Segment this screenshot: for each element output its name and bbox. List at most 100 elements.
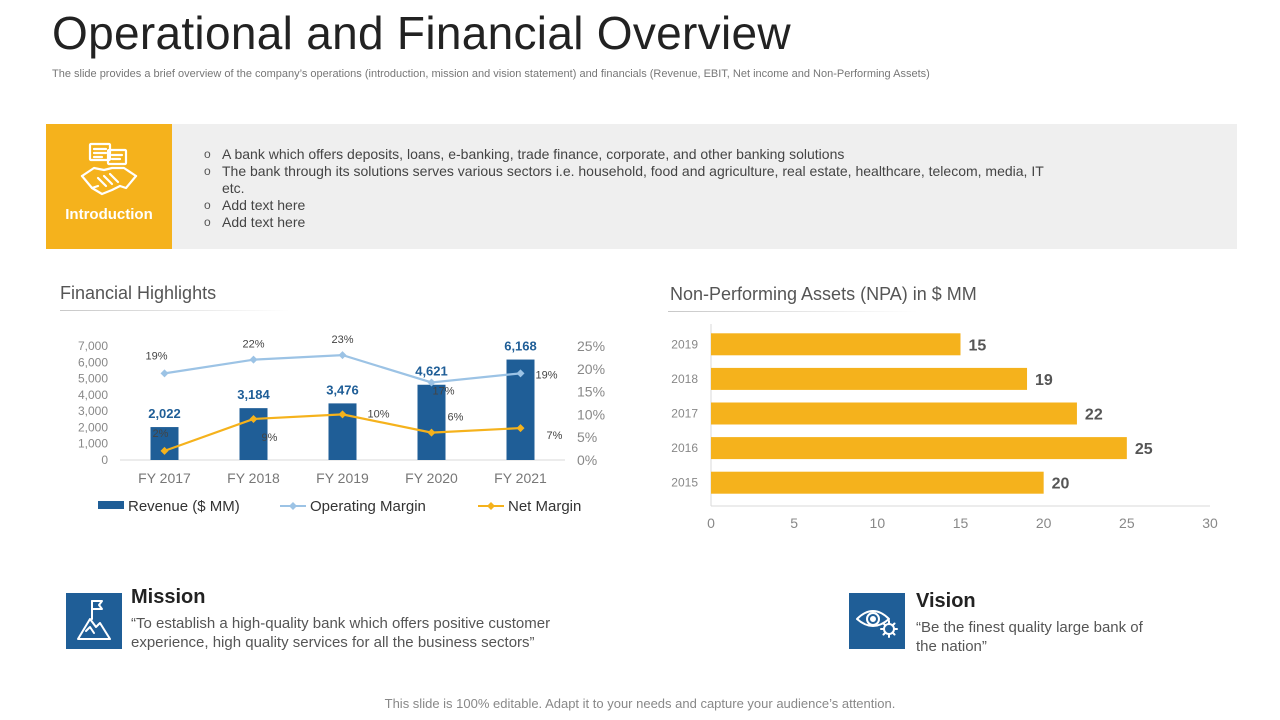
financial-highlights-chart: 0 1,000 2,000 3,000 4,000 5,000 6,000 7,000 0% 5%… <box>78 334 605 515</box>
operating-margin-label: 19% <box>145 350 167 362</box>
page-title: Operational and Financial Overview <box>52 7 791 59</box>
y-tick-label: 0 <box>101 453 108 467</box>
introduction-label: Introduction <box>65 206 153 223</box>
intro-bullet: Add text here <box>204 214 1064 231</box>
x-tick-label: FY 2021 <box>494 470 547 486</box>
npa-year-label: 2015 <box>671 476 698 490</box>
footer-note: This slide is 100% editable. Adapt it to… <box>384 696 896 711</box>
operating-margin-line <box>164 354 521 384</box>
npa-bar <box>711 437 1127 460</box>
npa-title: Non-Performing Assets (NPA) in $ MM <box>670 284 977 304</box>
operating-margin-point <box>249 355 258 364</box>
y2-tick-label: 15% <box>577 384 605 400</box>
y-tick-label: 6,000 <box>78 355 108 369</box>
legend-net-margin-marker <box>487 502 495 510</box>
npa-x-tick-label: 15 <box>953 515 969 531</box>
legend-operating-margin-marker <box>289 502 297 510</box>
handshake-icon <box>80 142 138 196</box>
eye-gear-icon <box>856 610 898 638</box>
mission-title: Mission <box>131 586 206 608</box>
operating-margin-point <box>516 369 525 378</box>
operating-margin-point <box>427 378 436 387</box>
y2-tick-label: 10% <box>577 406 605 422</box>
npa-chart: 2019 15 2018 19 2017 22 2016 25 2015 20 0 5 10 15 20 25… <box>671 324 1218 531</box>
legend-operating-margin-label: Operating Margin <box>310 498 426 515</box>
operating-margin-label: 23% <box>331 334 353 346</box>
npa-value-label: 20 <box>1052 476 1070 493</box>
npa-year-label: 2018 <box>671 372 698 386</box>
mission-icon-box <box>66 593 122 649</box>
net-margin-point <box>427 428 436 437</box>
npa-value-label: 19 <box>1035 372 1053 389</box>
financial-highlights-title: Financial Highlights <box>60 283 217 303</box>
y-tick-label: 1,000 <box>78 437 108 451</box>
y2-tick-label: 20% <box>577 361 605 377</box>
y-tick-label: 7,000 <box>78 339 108 353</box>
legend-revenue-swatch <box>98 501 124 509</box>
vision-text: “Be the finest quality large bank of the… <box>916 619 1143 655</box>
y-tick-label: 2,000 <box>78 420 108 434</box>
npa-x-tick-label: 10 <box>870 515 886 531</box>
npa-year-label: 2019 <box>671 337 698 351</box>
npa-x-tick-label: 0 <box>707 515 715 531</box>
vision-title: Vision <box>916 590 976 612</box>
intro-bullet: A bank which offers deposits, loans, e-b… <box>204 146 1064 163</box>
legend-net-margin-label: Net Margin <box>508 498 581 515</box>
npa-year-label: 2017 <box>671 407 698 421</box>
y2-tick-label: 0% <box>577 452 597 468</box>
mission-text: “To establish a high-quality bank which … <box>131 615 551 651</box>
y-tick-label: 3,000 <box>78 404 108 418</box>
x-tick-label: FY 2018 <box>227 470 280 486</box>
revenue-data-label: 4,621 <box>415 364 448 379</box>
net-margin-point <box>249 414 258 423</box>
page-subtitle: The slide provides a brief overview of t… <box>52 68 930 80</box>
npa-x-tick-label: 30 <box>1202 515 1218 531</box>
operating-margin-label: 17% <box>432 385 454 397</box>
operating-margin-point <box>338 351 347 360</box>
npa-x-tick-label: 25 <box>1119 515 1135 531</box>
intro-bullet: The bank through its solutions serves va… <box>204 163 1064 197</box>
financial-title-rule <box>60 310 290 311</box>
npa-bar <box>711 471 1044 494</box>
npa-x-tick-label: 5 <box>790 515 798 531</box>
revenue-data-label: 6,168 <box>504 339 537 354</box>
y-tick-label: 5,000 <box>78 372 108 386</box>
y2-tick-label: 25% <box>577 338 605 354</box>
net-margin-label: 2% <box>153 428 169 440</box>
npa-value-label: 25 <box>1135 441 1153 458</box>
npa-x-tick-label: 20 <box>1036 515 1052 531</box>
legend-revenue-label: Revenue ($ MM) <box>128 498 240 515</box>
npa-year-label: 2016 <box>671 441 698 455</box>
y-tick-label: 4,000 <box>78 388 108 402</box>
introduction-panel: Introduction A bank which offers deposit… <box>46 124 1237 249</box>
x-tick-label: FY 2017 <box>138 470 191 486</box>
vision-icon-box <box>849 593 905 649</box>
npa-bar <box>711 333 961 356</box>
x-tick-label: FY 2019 <box>316 470 369 486</box>
revenue-data-label: 3,184 <box>237 387 270 402</box>
revenue-bar <box>417 384 446 460</box>
operating-margin-point <box>160 369 169 378</box>
npa-value-label: 15 <box>969 337 987 354</box>
revenue-data-label: 3,476 <box>326 382 359 397</box>
operating-margin-label: 19% <box>535 369 557 381</box>
npa-bar <box>711 402 1077 425</box>
net-margin-label: 10% <box>367 408 389 420</box>
npa-bar <box>711 367 1028 390</box>
y2-tick-label: 5% <box>577 429 597 445</box>
revenue-data-label: 2,022 <box>148 406 181 421</box>
npa-title-rule <box>668 311 918 312</box>
introduction-badge: Introduction <box>46 124 172 249</box>
intro-bullet: Add text here <box>204 197 1064 214</box>
net-margin-label: 6% <box>448 412 464 424</box>
x-tick-label: FY 2020 <box>405 470 458 486</box>
operating-margin-label: 22% <box>242 339 264 351</box>
net-margin-point <box>516 424 525 433</box>
npa-value-label: 22 <box>1085 407 1103 424</box>
mountain-flag-icon <box>77 600 111 640</box>
net-margin-label: 7% <box>547 430 563 442</box>
net-margin-label: 9% <box>262 432 278 444</box>
introduction-list: A bank which offers deposits, loans, e-b… <box>204 146 1064 231</box>
net-margin-point <box>160 446 169 455</box>
net-margin-point <box>338 410 347 419</box>
